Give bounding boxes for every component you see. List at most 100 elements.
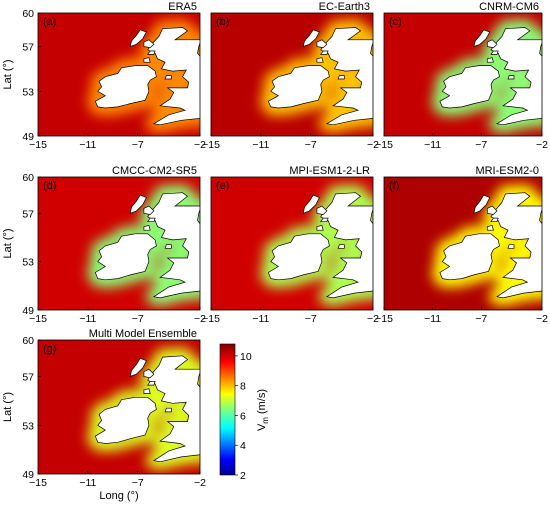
colorbar-gradient [219,343,236,476]
great-britain-landmass [147,27,200,126]
island [129,29,147,48]
island [143,57,151,63]
y-tick-label: 49 [22,305,34,317]
y-tick-label: 60 [22,335,34,347]
island [164,244,172,249]
panel-frame [383,176,543,311]
panel-label: (d) [43,180,56,192]
wind-field [384,13,542,136]
colorbar-tick-label: 8 [240,381,246,393]
island [490,50,499,55]
x-tick-label: −11 [252,313,269,325]
island [320,50,329,55]
y-axis-label: Lat (°) [2,59,14,89]
ireland-landmass [94,233,157,281]
y-tick-label: 53 [22,86,34,98]
y-tick-label: 57 [22,208,34,220]
x-tick-label: −15 [29,139,47,151]
x-tick-label: −15 [202,313,220,325]
x-tick-label: −7 [132,313,144,325]
island [490,217,499,223]
island [129,194,147,214]
panel-label: (c) [389,16,402,28]
island [143,205,155,215]
great-britain-landmass [320,192,373,299]
panel-title: MPI-ESM1-2-LR [289,165,370,177]
panel-frame [383,12,543,137]
y-tick-label: 57 [22,42,34,54]
ireland-landmass [94,396,157,444]
great-britain-landmass [147,192,200,299]
island [486,224,494,231]
island [143,388,151,394]
panel-frame [37,176,201,311]
island [473,194,491,214]
x-tick-label: −11 [424,139,441,151]
panel-frame [210,176,374,311]
colorbar-tick-label: 10 [240,351,252,363]
x-tick-label: −7 [305,139,317,151]
panel-label: (e) [216,180,229,192]
panel-frame [210,12,374,137]
y-tick-label: 53 [22,257,34,269]
x-tick-label: −15 [29,477,47,489]
island [486,205,498,215]
x-tick-label: −15 [202,139,220,151]
x-tick-label: −15 [375,313,393,325]
x-tick-label: −11 [252,139,269,151]
ireland-landmass [267,233,330,281]
panel-title: ERA5 [168,1,197,13]
island [302,194,320,214]
panel-label: (b) [216,16,229,28]
island [164,75,172,80]
ireland-landmass [439,233,500,281]
y-tick-label: 49 [22,469,34,481]
colorbar-tick-label: 2 [240,470,246,482]
x-tick-label: −11 [79,477,96,489]
x-tick-label: −15 [29,313,47,325]
colorbar-tick-label: 4 [240,440,246,452]
x-tick-label: −7 [132,139,144,151]
colorbar-tick-label: 6 [240,410,246,422]
island [143,368,155,379]
panel-d: (d) CMCC-CM2-SR5 −15 −11 −7 −2 60 57 53 49 Lat (°) [2,165,206,325]
great-britain-landmass [320,27,373,126]
island [316,205,328,215]
x-tick-label: −11 [79,313,96,325]
panel-title: CNRM-CM6 [479,1,539,13]
x-tick-label: −2 [367,139,379,151]
x-tick-label: −11 [79,139,96,151]
island [486,57,494,63]
wind-field [38,177,200,310]
island [316,39,328,49]
island [507,244,515,249]
panel-label: (f) [389,180,399,192]
panel-title: CMCC-CM2-SR5 [112,165,197,177]
panel-f: (f) MRI-ESM2-0 −15 −11 −7 −2 [375,165,548,325]
island [147,50,156,55]
y-tick-label: 49 [22,131,34,143]
wind-field [211,177,373,310]
ireland-landmass [267,65,330,109]
wind-field [38,340,200,474]
x-tick-label: −2 [536,313,548,325]
x-tick-label: −15 [375,139,393,151]
island [129,357,147,378]
x-tick-label: −7 [132,477,144,489]
ireland-landmass [94,65,157,109]
panel-title: EC-Earth3 [319,1,370,13]
great-britain-landmass [490,192,542,299]
panel-e: (e) MPI-ESM1-2-LR −15 −11 −7 −2 [202,165,379,325]
island [316,57,324,63]
panel-frame [37,12,201,137]
island [316,224,324,231]
panel-frame [37,339,201,475]
colorbar-ticks: 10 8 6 4 2 [235,351,252,482]
y-axis-label: Lat (°) [2,228,14,258]
wind-field [384,177,542,310]
island [143,224,151,231]
y-tick-label: 57 [22,372,34,384]
y-tick-label: 60 [22,8,34,20]
